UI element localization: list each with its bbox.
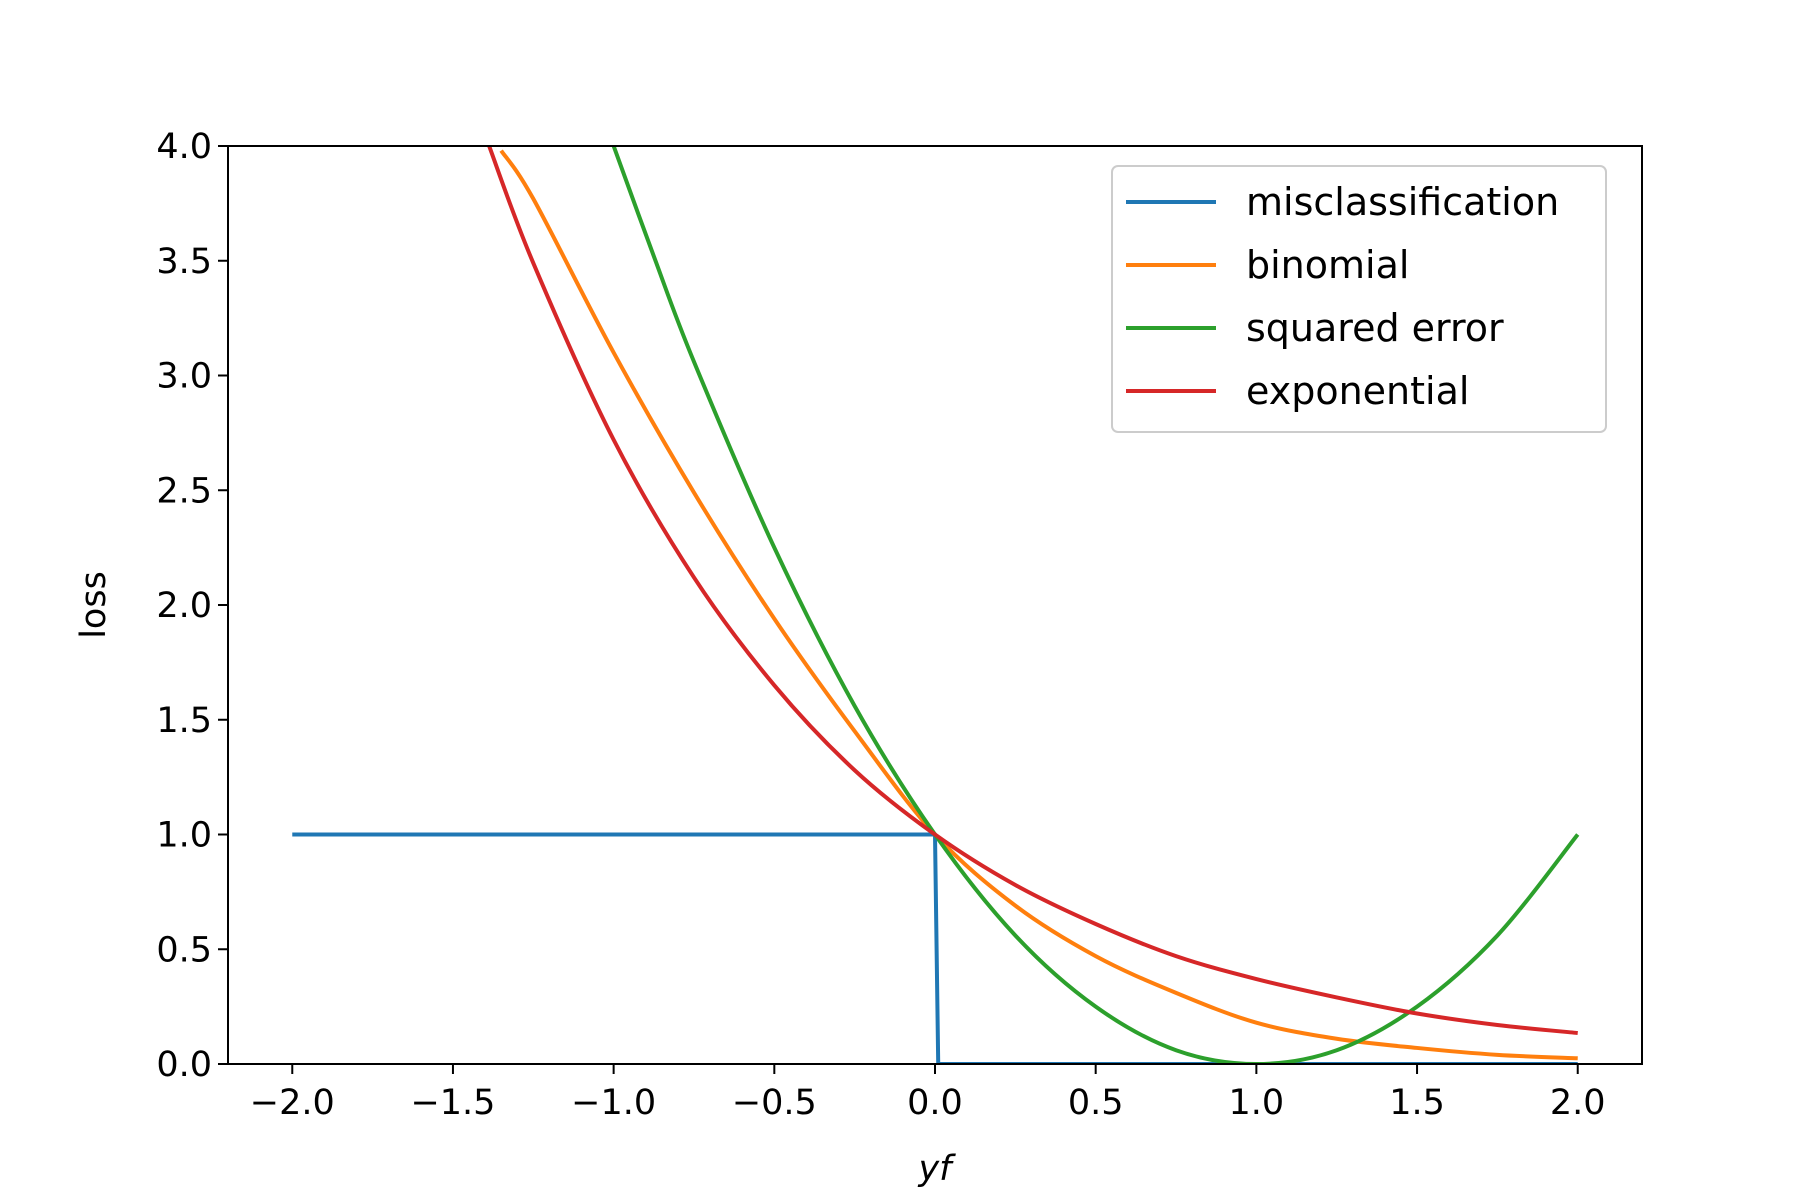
legend-label: misclassification bbox=[1246, 180, 1559, 224]
y-tick-label: 0.5 bbox=[156, 930, 212, 970]
legend-box bbox=[1111, 165, 1607, 433]
y-axis-label: loss bbox=[74, 571, 114, 639]
y-tick-label: 3.0 bbox=[156, 357, 212, 397]
x-tick-label: −0.5 bbox=[732, 1083, 817, 1123]
series-layer bbox=[292, 146, 1580, 1064]
legend-label: exponential bbox=[1246, 369, 1469, 413]
y-tick-label: 2.0 bbox=[156, 586, 212, 626]
series-line-exponential bbox=[487, 146, 1578, 1036]
x-tick-label: −1.0 bbox=[571, 1083, 656, 1123]
y-tick-label: 2.5 bbox=[156, 471, 212, 511]
legend-label: squared error bbox=[1246, 306, 1504, 350]
x-axis-label: yf bbox=[917, 1149, 956, 1189]
x-axis-ticks: −2.0 −1.5 −1.0 −0.5 0.0 0.5 1.0 1.5 2.0 bbox=[250, 1064, 1606, 1123]
series-line-squared-error bbox=[611, 146, 1580, 1064]
x-tick-label: −2.0 bbox=[250, 1083, 335, 1123]
y-tick-label: 3.5 bbox=[156, 242, 212, 282]
y-axis-ticks: 0.0 0.5 1.0 1.5 2.0 2.5 3.0 3.5 4.0 bbox=[156, 127, 228, 1085]
x-tick-label: 0.5 bbox=[1068, 1083, 1124, 1123]
legend-label: binomial bbox=[1246, 243, 1409, 287]
y-tick-label: 1.0 bbox=[156, 816, 212, 856]
x-tick-label: 0.0 bbox=[907, 1083, 963, 1123]
series-line-misclassification bbox=[292, 832, 1578, 1064]
x-tick-label: 1.5 bbox=[1389, 1083, 1445, 1123]
y-tick-label: 4.0 bbox=[156, 127, 212, 167]
x-tick-label: −1.5 bbox=[410, 1083, 495, 1123]
x-tick-label: 1.0 bbox=[1229, 1083, 1285, 1123]
y-tick-label: 1.5 bbox=[156, 701, 212, 741]
y-tick-label: 0.0 bbox=[156, 1045, 212, 1085]
legend: misclassification binomial squared error ex… bbox=[1111, 165, 1607, 433]
x-tick-label: 2.0 bbox=[1550, 1083, 1606, 1123]
